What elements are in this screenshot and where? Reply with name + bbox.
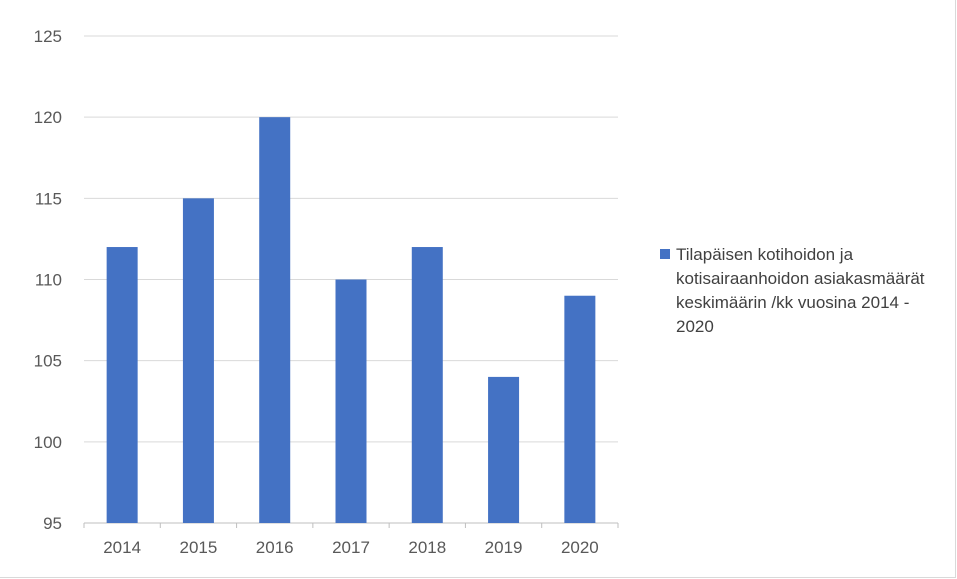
x-tick-label: 2018 [408, 538, 446, 557]
legend: Tilapäisen kotihoidon ja kotisairaanhoid… [660, 243, 950, 339]
x-tick-label: 2016 [256, 538, 294, 557]
bar-2019 [488, 376, 520, 523]
bar-2014 [106, 247, 138, 524]
y-axis-ticks: 95 100 105 110 115 120 125 [34, 27, 62, 533]
x-axis-ticks: 2014 2015 2016 2017 2018 2019 2020 [103, 538, 599, 557]
bar-2017 [335, 279, 367, 523]
bars [106, 117, 596, 524]
legend-swatch [660, 249, 670, 259]
x-tick-label: 2019 [485, 538, 523, 557]
y-tick-label: 115 [35, 189, 62, 208]
bar-2018 [411, 247, 443, 524]
y-tick-label: 105 [34, 352, 62, 371]
y-tick-label: 100 [34, 433, 62, 452]
legend-label: Tilapäisen kotihoidon ja kotisairaanhoid… [676, 245, 925, 336]
bar-2015 [182, 198, 214, 524]
y-tick-label: 125 [34, 27, 62, 46]
y-tick-label: 120 [34, 108, 62, 127]
bar-2016 [259, 117, 291, 524]
x-tick-label: 2014 [103, 538, 141, 557]
x-tick-label: 2015 [180, 538, 218, 557]
x-tick-label: 2017 [332, 538, 370, 557]
y-tick-label: 95 [43, 514, 62, 533]
bar-2020 [564, 295, 596, 523]
x-tick-label: 2020 [561, 538, 599, 557]
y-tick-label: 110 [35, 271, 62, 290]
